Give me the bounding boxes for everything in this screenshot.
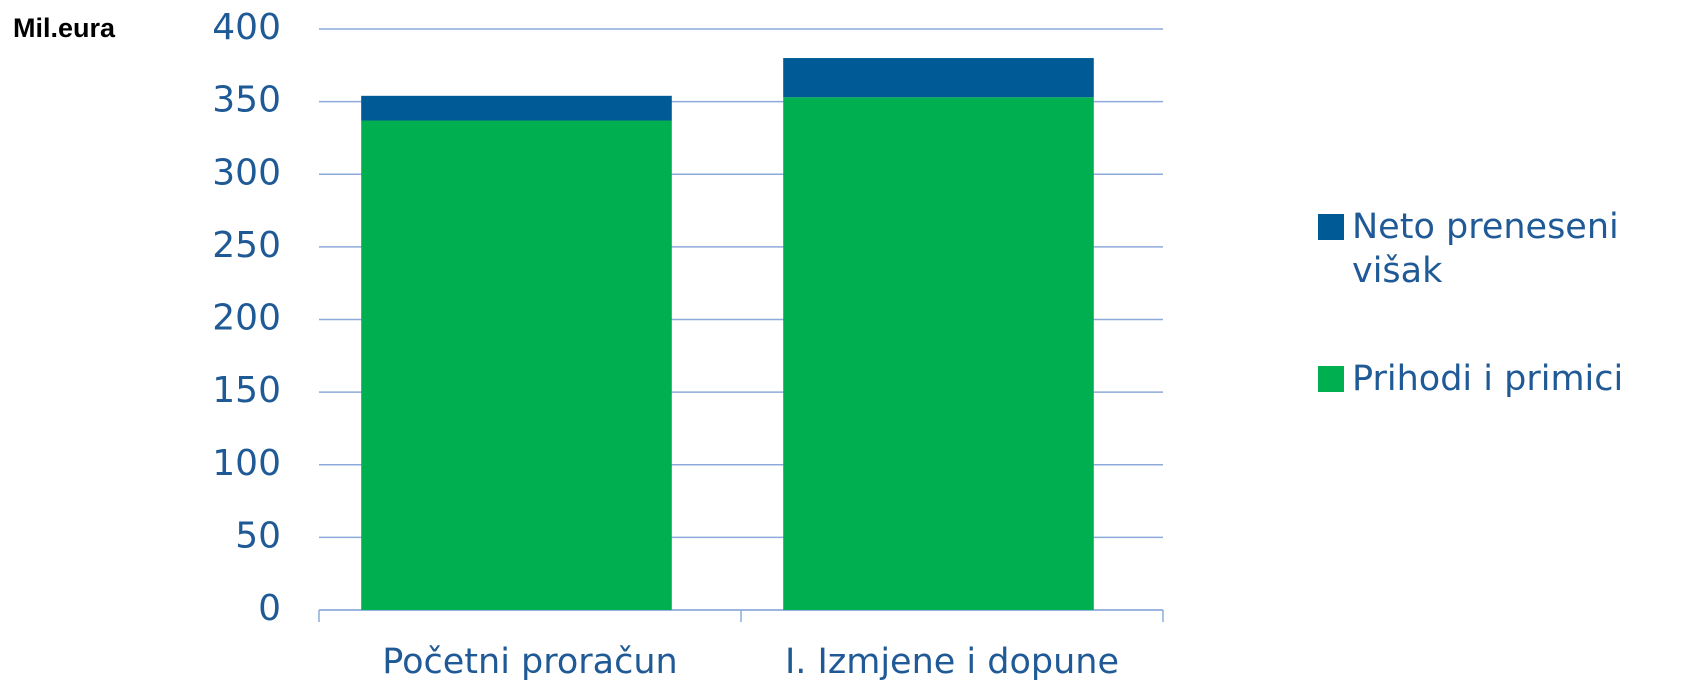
y-tick-label: 100 [212,443,281,484]
legend-label: Neto preneseni višak [1352,207,1619,291]
y-tick-label: 0 [258,588,281,629]
legend-swatch [1318,366,1344,392]
legend-label: Prihodi i primici [1352,359,1624,399]
bar-segment [361,120,672,610]
y-tick-label: 300 [212,152,281,193]
y-tick-label: 50 [235,515,281,556]
y-tick-label: 200 [212,298,281,339]
y-tick-label: 400 [212,7,281,48]
bar-segment [783,97,1094,610]
bar-segment [361,95,672,121]
y-tick-label: 250 [212,225,281,266]
bar-segment [783,58,1094,98]
legend-swatch [1318,214,1344,240]
x-tick-label: I. Izmjene i dopune [785,642,1119,682]
legend-item: Prihodi i primici [1318,357,1698,401]
y-tick-label: 350 [212,80,281,121]
legend-item: Neto preneseni višak [1318,205,1698,293]
y-axis-label: Mil.eura [13,13,116,43]
x-tick-label: Početni proračun [382,642,678,682]
y-tick-label: 150 [212,370,281,411]
legend: Neto preneseni višak Prihodi i primici [1318,205,1698,465]
